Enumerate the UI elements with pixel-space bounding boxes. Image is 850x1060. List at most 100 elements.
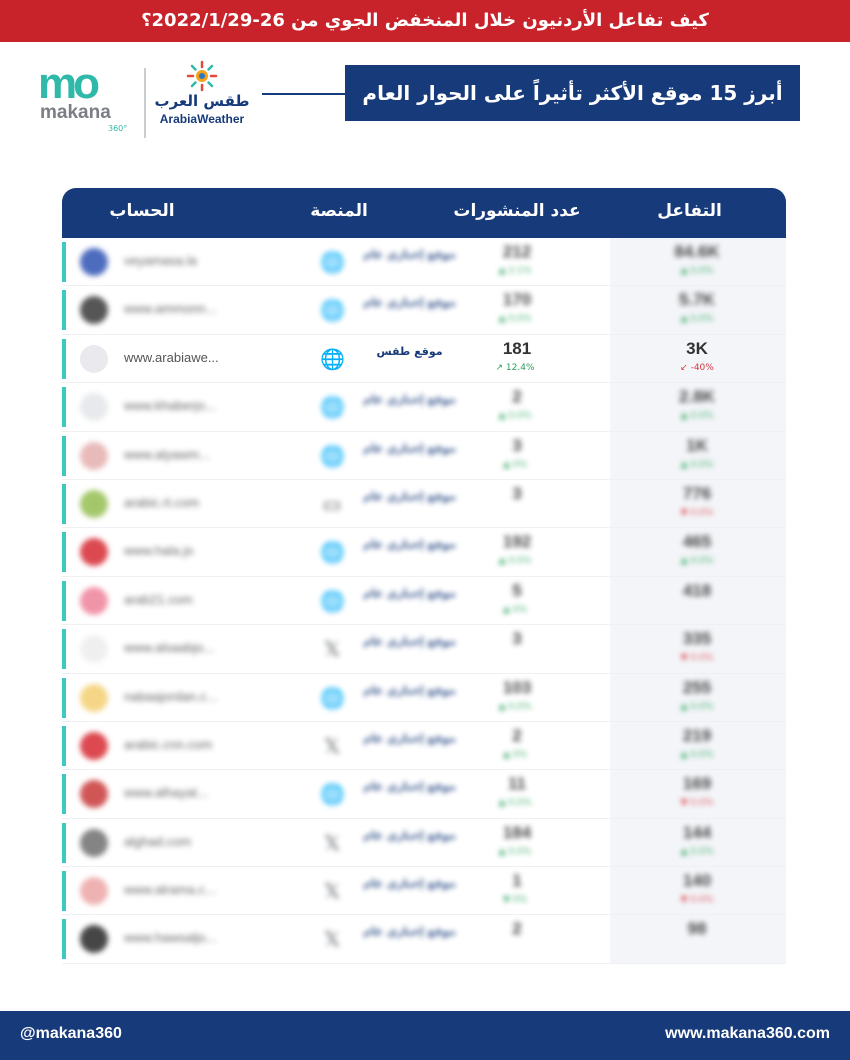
posts-count: 2	[512, 387, 522, 407]
posts-count: 3	[512, 483, 522, 503]
account-avatar	[80, 393, 108, 422]
engagement-value: 3K	[686, 338, 708, 358]
account-name[interactable]: www.hala.jo	[124, 543, 194, 559]
account-name[interactable]: nabaajordan.c...	[124, 688, 218, 704]
account-avatar	[80, 877, 108, 906]
posts-change: ▲ 0%	[502, 604, 528, 615]
row-content: www.arabiawe... 🌐 موقع طقس 181 ↗ 12.4% 3K ↙ -4…	[62, 335, 786, 382]
footer: @makana360 www.makana360.com	[0, 1011, 850, 1060]
engagement-cell-bg	[610, 334, 786, 383]
account-name[interactable]: www.alhayat...	[124, 785, 208, 801]
header-posts: عدد المنشورات	[453, 201, 581, 221]
logos: mo makana 360° طقس العرب ArabiaWeather	[36, 60, 276, 140]
account-avatar	[80, 489, 108, 518]
account-name[interactable]: www.alsaabjo...	[124, 640, 215, 656]
engagement-change: ▲ 0.0%	[680, 846, 714, 857]
account-name[interactable]: arab21.com	[124, 591, 193, 607]
engagement-change: ▼ 0.0%	[680, 798, 714, 809]
x-icon: 𝕏	[323, 637, 341, 662]
account-avatar	[80, 441, 108, 470]
row-content: www.hala.jo 🌐 موقع إخباري عام 192 ▲ 0.0% 465 ▲…	[62, 528, 786, 575]
platform-label: موقع إخباري عام	[363, 296, 456, 310]
posts-change: ▲ 0.0%	[498, 701, 532, 712]
globe-icon: 🌐	[320, 298, 345, 323]
posts-count: 2	[512, 919, 522, 939]
platform-label: موقع إخباري عام	[363, 635, 456, 649]
posts-count: 103	[502, 677, 532, 697]
posts-change: ▼ 0%	[502, 895, 528, 906]
engagement-value: 144	[682, 822, 712, 842]
globe-icon: 🌐	[320, 540, 345, 565]
account-name[interactable]: www.hawsaljo...	[124, 930, 217, 946]
row-content: arabic.rt.com ▭ موقع إخباري عام 3 776 ▼ 0.0%	[62, 480, 786, 527]
account-avatar	[80, 731, 108, 760]
row-content: www.alhayat... 🌐 موقع إخباري عام 11 ▲ 0.0% 16…	[62, 770, 786, 817]
arabia-en-name: ArabiaWeather	[159, 112, 245, 126]
posts-count: 192	[502, 532, 532, 552]
posts-count: 5	[512, 580, 522, 600]
account-name[interactable]: www.alyawm...	[124, 446, 210, 462]
row-content: www.alrama.c... 𝕏 موقع إخباري عام 1 ▼ 0% 140 ▼…	[62, 867, 786, 914]
globe-icon: 🌐	[320, 443, 345, 468]
makana-word: makana	[40, 102, 111, 123]
row-accent	[62, 290, 66, 331]
account-name[interactable]: www.alrama.c...	[124, 882, 216, 898]
account-name[interactable]: alghad.com	[124, 833, 192, 849]
table-row: arabic.cnn.com 𝕏 موقع إخباري عام 2 ▲ 0% 219 ▲ …	[62, 721, 786, 771]
engagement-cell-bg	[610, 528, 786, 576]
posts-change: ▲ 0%	[502, 459, 528, 470]
row-content: veyamasa.la 🌐 موقع إخباري عام 212 ▲ 2.1% 84.6…	[62, 238, 786, 285]
account-name[interactable]: arabic.rt.com	[124, 494, 200, 510]
header-engagement: التفاعل	[657, 201, 722, 221]
banner-title: كيف تفاعل الأردنيون خلال المنخفض الجوي م…	[141, 10, 709, 31]
engagement-cell-bg	[610, 721, 786, 770]
row-content: www.alyawm... 🌐 موقع إخباري عام 3 ▲ 0% 1K ▲ 0.…	[62, 432, 786, 479]
engagement-change: ▲ 0.0%	[680, 459, 714, 470]
platform-label: موقع إخباري عام	[363, 393, 456, 407]
table-row: www.alhayat... 🌐 موقع إخباري عام 11 ▲ 0.0% 16…	[62, 770, 786, 819]
title-connector	[262, 93, 348, 95]
arabia-ar-name: طقس العرب	[154, 92, 250, 110]
table-header: الحساب المنصة عدد المنشورات التفاعل	[62, 188, 786, 238]
engagement-change: ▼ 0.0%	[680, 653, 714, 664]
table-row: www.ammonn... 🌐 موقع إخباري عام 170 ▲ 0.0% 5.…	[62, 286, 786, 335]
engagement-change: ▲ 0.0%	[680, 411, 714, 422]
account-avatar	[80, 296, 108, 325]
table-row: www.alrama.c... 𝕏 موقع إخباري عام 1 ▼ 0% 140 ▼…	[62, 867, 786, 916]
platform-label: موقع طقس	[376, 344, 443, 358]
table-row: www.alyawm... 🌐 موقع إخباري عام 3 ▲ 0% 1K ▲ 0.…	[62, 431, 786, 480]
engagement-change: ▲ 0.0%	[680, 749, 714, 760]
makana-mark: mo	[38, 59, 100, 108]
posts-count: 184	[502, 822, 532, 842]
posts-count: 181	[502, 338, 532, 358]
footer-handle[interactable]: @makana360	[20, 1025, 122, 1042]
account-name[interactable]: www.khaberjo...	[124, 398, 216, 414]
engagement-change: ↙ -40%	[680, 362, 714, 373]
account-avatar	[80, 586, 108, 615]
engagement-value: 2.8K	[679, 387, 715, 407]
posts-change: ▲ 2.1%	[498, 266, 532, 276]
engagement-value: 219	[682, 725, 712, 745]
account-avatar	[80, 780, 108, 809]
row-accent	[62, 435, 66, 476]
posts-count: 170	[502, 290, 532, 310]
x-icon: 𝕏	[323, 733, 341, 758]
account-name[interactable]: arabic.cnn.com	[124, 736, 213, 752]
row-content: arab21.com 🌐 موقع إخباري عام 5 ▲ 0% 418	[62, 577, 786, 624]
table-row: www.khaberjo... 🌐 موقع إخباري عام 2 ▲ 0.0% 2.…	[62, 383, 786, 432]
account-name[interactable]: www.ammonn...	[124, 301, 217, 317]
row-accent	[62, 629, 66, 670]
engagement-cell-bg	[610, 867, 786, 915]
account-name[interactable]: www.arabiawe...	[124, 349, 219, 365]
account-name[interactable]: veyamasa.la	[124, 253, 197, 268]
account-avatar	[80, 925, 108, 954]
posts-count: 212	[502, 242, 532, 261]
table-row: www.alsaabjo... 𝕏 موقع إخباري عام 3 335 ▼ 0.0…	[62, 625, 786, 674]
row-accent	[62, 483, 66, 524]
engagement-cell-bg	[610, 915, 786, 963]
table-row: nabaajordan.c... 🌐 موقع إخباري عام 103 ▲ 0.0…	[62, 673, 786, 722]
footer-site[interactable]: www.makana360.com	[665, 1025, 830, 1042]
row-content: www.khaberjo... 🌐 موقع إخباري عام 2 ▲ 0.0% 2.…	[62, 383, 786, 430]
row-accent	[62, 338, 66, 379]
platform-label: موقع إخباري عام	[363, 877, 456, 891]
